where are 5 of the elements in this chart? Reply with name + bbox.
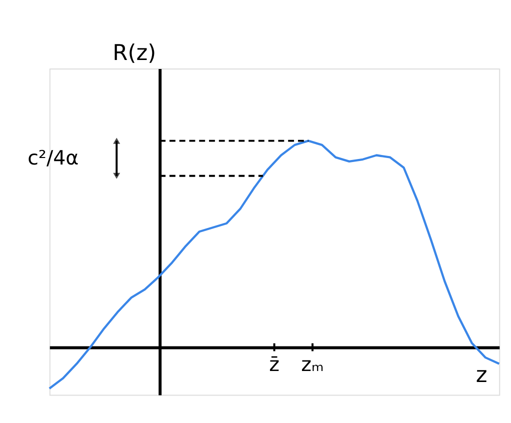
y-axis-title: R(z) — [112, 41, 156, 66]
annotation: z̄ — [269, 352, 280, 376]
x-axis-title: z — [476, 362, 488, 388]
annotation: c²/4α — [28, 146, 79, 170]
annotation: zₘ — [301, 352, 324, 376]
